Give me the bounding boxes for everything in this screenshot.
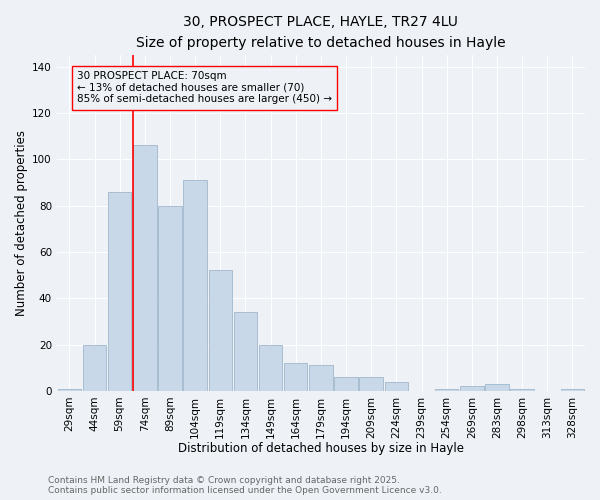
Title: 30, PROSPECT PLACE, HAYLE, TR27 4LU
Size of property relative to detached houses: 30, PROSPECT PLACE, HAYLE, TR27 4LU Size… bbox=[136, 15, 506, 50]
Bar bbox=[309, 366, 332, 391]
Bar bbox=[259, 344, 282, 391]
Bar bbox=[561, 388, 584, 391]
Bar bbox=[460, 386, 484, 391]
Bar bbox=[108, 192, 131, 391]
Bar bbox=[284, 363, 307, 391]
Bar bbox=[158, 206, 182, 391]
Bar bbox=[435, 388, 458, 391]
Bar bbox=[385, 382, 408, 391]
Bar bbox=[209, 270, 232, 391]
Bar bbox=[485, 384, 509, 391]
Y-axis label: Number of detached properties: Number of detached properties bbox=[15, 130, 28, 316]
Text: Contains HM Land Registry data © Crown copyright and database right 2025.
Contai: Contains HM Land Registry data © Crown c… bbox=[48, 476, 442, 495]
X-axis label: Distribution of detached houses by size in Hayle: Distribution of detached houses by size … bbox=[178, 442, 464, 455]
Bar bbox=[511, 388, 534, 391]
Bar bbox=[359, 377, 383, 391]
Bar bbox=[334, 377, 358, 391]
Text: 30 PROSPECT PLACE: 70sqm
← 13% of detached houses are smaller (70)
85% of semi-d: 30 PROSPECT PLACE: 70sqm ← 13% of detach… bbox=[77, 71, 332, 104]
Bar bbox=[58, 388, 81, 391]
Bar bbox=[184, 180, 207, 391]
Bar bbox=[234, 312, 257, 391]
Bar bbox=[83, 344, 106, 391]
Bar bbox=[133, 146, 157, 391]
